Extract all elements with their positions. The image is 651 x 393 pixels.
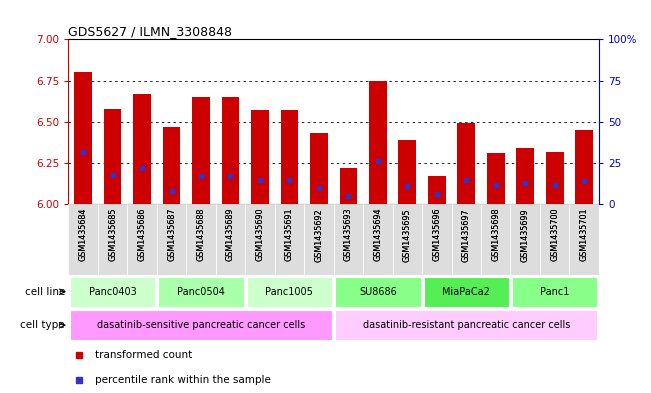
FancyBboxPatch shape xyxy=(158,277,243,307)
Text: GSM1435690: GSM1435690 xyxy=(255,208,264,261)
FancyBboxPatch shape xyxy=(512,277,598,307)
Bar xyxy=(487,153,505,204)
Text: GDS5627 / ILMN_3308848: GDS5627 / ILMN_3308848 xyxy=(68,25,232,38)
Text: GSM1435693: GSM1435693 xyxy=(344,208,353,261)
Text: GSM1435688: GSM1435688 xyxy=(197,208,206,261)
Text: GSM1435688: GSM1435688 xyxy=(197,208,206,261)
Bar xyxy=(221,97,240,204)
Text: transformed count: transformed count xyxy=(95,350,192,360)
FancyBboxPatch shape xyxy=(335,277,421,307)
FancyBboxPatch shape xyxy=(510,204,540,275)
Text: Panc0504: Panc0504 xyxy=(177,287,225,297)
Text: GSM1435695: GSM1435695 xyxy=(403,208,412,261)
FancyBboxPatch shape xyxy=(70,277,156,307)
FancyBboxPatch shape xyxy=(424,277,509,307)
FancyBboxPatch shape xyxy=(128,204,157,275)
Text: GSM1435691: GSM1435691 xyxy=(285,208,294,261)
Bar xyxy=(281,110,298,204)
FancyBboxPatch shape xyxy=(68,204,98,275)
Text: GSM1435691: GSM1435691 xyxy=(285,208,294,261)
FancyBboxPatch shape xyxy=(247,277,332,307)
FancyBboxPatch shape xyxy=(393,204,422,275)
Bar xyxy=(546,152,564,204)
Text: GSM1435686: GSM1435686 xyxy=(137,208,146,261)
Bar xyxy=(398,140,416,204)
Text: GSM1435701: GSM1435701 xyxy=(579,208,589,261)
Text: GSM1435698: GSM1435698 xyxy=(492,208,500,261)
Text: GSM1435684: GSM1435684 xyxy=(79,208,88,261)
Bar xyxy=(340,168,357,204)
FancyBboxPatch shape xyxy=(98,204,128,275)
Text: GSM1435692: GSM1435692 xyxy=(314,208,324,261)
FancyBboxPatch shape xyxy=(245,204,275,275)
Text: dasatinib-resistant pancreatic cancer cells: dasatinib-resistant pancreatic cancer ce… xyxy=(363,320,570,330)
Text: GSM1435696: GSM1435696 xyxy=(432,208,441,261)
Text: GSM1435699: GSM1435699 xyxy=(521,208,530,261)
Text: GSM1435689: GSM1435689 xyxy=(226,208,235,261)
FancyBboxPatch shape xyxy=(363,204,393,275)
Text: dasatinib-sensitive pancreatic cancer cells: dasatinib-sensitive pancreatic cancer ce… xyxy=(97,320,305,330)
FancyBboxPatch shape xyxy=(540,204,570,275)
Text: Panc1005: Panc1005 xyxy=(266,287,313,297)
FancyBboxPatch shape xyxy=(452,204,481,275)
Text: GSM1435694: GSM1435694 xyxy=(374,208,382,261)
Text: GSM1435696: GSM1435696 xyxy=(432,208,441,261)
FancyBboxPatch shape xyxy=(570,204,599,275)
FancyBboxPatch shape xyxy=(215,204,245,275)
Text: GSM1435700: GSM1435700 xyxy=(550,208,559,261)
FancyBboxPatch shape xyxy=(304,204,334,275)
FancyBboxPatch shape xyxy=(335,310,598,340)
Bar xyxy=(310,133,327,204)
Bar xyxy=(516,148,534,204)
Text: MiaPaCa2: MiaPaCa2 xyxy=(442,287,490,297)
Bar xyxy=(369,81,387,204)
Text: GSM1435685: GSM1435685 xyxy=(108,208,117,261)
Text: GSM1435701: GSM1435701 xyxy=(579,208,589,261)
Text: GSM1435698: GSM1435698 xyxy=(492,208,500,261)
Text: GSM1435697: GSM1435697 xyxy=(462,208,471,261)
FancyBboxPatch shape xyxy=(334,204,363,275)
Text: GSM1435694: GSM1435694 xyxy=(374,208,382,261)
Text: GSM1435687: GSM1435687 xyxy=(167,208,176,261)
Text: GSM1435699: GSM1435699 xyxy=(521,208,530,261)
Text: GSM1435684: GSM1435684 xyxy=(79,208,88,261)
Text: cell line: cell line xyxy=(25,287,65,297)
Bar xyxy=(163,127,180,204)
Text: GSM1435687: GSM1435687 xyxy=(167,208,176,261)
FancyBboxPatch shape xyxy=(275,204,304,275)
FancyBboxPatch shape xyxy=(186,204,215,275)
Text: GSM1435697: GSM1435697 xyxy=(462,208,471,261)
Bar xyxy=(133,94,151,204)
Bar xyxy=(251,110,269,204)
Text: cell type: cell type xyxy=(20,320,65,330)
Text: GSM1435693: GSM1435693 xyxy=(344,208,353,261)
Text: GSM1435690: GSM1435690 xyxy=(255,208,264,261)
Bar xyxy=(428,176,446,204)
Bar xyxy=(104,108,121,204)
Text: GSM1435695: GSM1435695 xyxy=(403,208,412,261)
Bar xyxy=(192,97,210,204)
Text: GSM1435685: GSM1435685 xyxy=(108,208,117,261)
FancyBboxPatch shape xyxy=(481,204,510,275)
Text: Panc0403: Panc0403 xyxy=(89,287,137,297)
Text: GSM1435700: GSM1435700 xyxy=(550,208,559,261)
Text: GSM1435692: GSM1435692 xyxy=(314,208,324,261)
FancyBboxPatch shape xyxy=(422,204,452,275)
Text: SU8686: SU8686 xyxy=(359,287,396,297)
Text: Panc1: Panc1 xyxy=(540,287,570,297)
Text: percentile rank within the sample: percentile rank within the sample xyxy=(95,375,271,385)
FancyBboxPatch shape xyxy=(70,310,332,340)
Text: GSM1435686: GSM1435686 xyxy=(137,208,146,261)
Text: GSM1435689: GSM1435689 xyxy=(226,208,235,261)
FancyBboxPatch shape xyxy=(157,204,186,275)
Bar xyxy=(575,130,593,204)
Bar xyxy=(74,72,92,204)
Bar xyxy=(458,123,475,204)
